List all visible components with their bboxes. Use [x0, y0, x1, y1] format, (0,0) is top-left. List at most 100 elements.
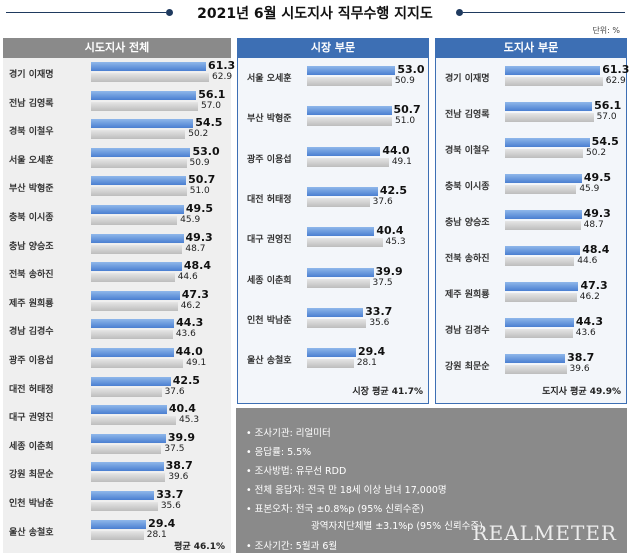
bar-may [91, 530, 144, 540]
data-label-may: 51.0 [395, 116, 416, 127]
data-label-june: 29.4 [358, 345, 386, 359]
bar-may [307, 238, 383, 248]
data-label-june: 44.0 [175, 345, 203, 358]
bar-may [505, 149, 583, 158]
data-label-june: 49.3 [583, 207, 611, 220]
chart-row: 제주 원희룡 47.3 46.2 [435, 279, 627, 306]
title-dot-left [166, 9, 173, 16]
panel-governors: 도지사 부문 도지사 평균 49.9% 경기 이재명 61.3 62.9 전남 김영록… [435, 38, 630, 404]
data-label-may: 50.2 [586, 148, 607, 158]
data-label-june: 33.7 [365, 304, 393, 318]
bar-may [91, 473, 166, 483]
category-label: 충북 이시종 [9, 213, 54, 223]
bar-june [91, 405, 167, 415]
chart-row: 전남 김영록 56.1 57.0 [3, 89, 231, 115]
data-label-june: 40.4 [376, 224, 404, 238]
bar-may [505, 293, 577, 302]
bar-may [505, 329, 573, 338]
category-label: 광주 이용섭 [9, 356, 54, 366]
bar-june [307, 66, 396, 75]
title-row: 2021년 6월 시도지사 직무수행 지지도 [0, 2, 630, 24]
category-label: 대구 권영진 [247, 235, 292, 246]
category-label: 세종 이춘희 [9, 441, 54, 452]
data-label-june: 54.5 [195, 116, 223, 130]
chart-row: 대구 권영진 40.4 45.3 [237, 224, 429, 251]
category-label: 경기 이재명 [9, 70, 54, 80]
category-label: 강원 최문순 [445, 362, 490, 372]
category-label: 부산 박형준 [9, 184, 54, 195]
category-label: 세종 이춘희 [247, 275, 292, 286]
bar-may [91, 416, 177, 426]
info-line: • 응답률: 5.5% [246, 447, 312, 458]
data-label-may: 35.6 [160, 501, 181, 511]
bar-june [307, 348, 356, 358]
bar-june [505, 246, 581, 255]
bar-may [91, 502, 158, 511]
info-line: • 전체 응답자: 전국 만 18세 이상 남녀 17,000명 [246, 485, 447, 496]
category-label: 울산 송철호 [247, 356, 292, 367]
data-label-may: 35.6 [369, 317, 390, 328]
data-label-june: 61.3 [602, 63, 630, 76]
data-label-may: 37.5 [164, 443, 185, 454]
bar-may [91, 187, 187, 197]
bar-june [91, 491, 155, 500]
bar-may [307, 278, 370, 288]
average-label: 도지사 평균 49.9% [542, 387, 621, 397]
data-label-june: 49.5 [185, 202, 214, 215]
bar-may [91, 158, 187, 168]
bar-june [91, 119, 194, 129]
chart-row: 서울 오세훈 53.0 50.9 [237, 63, 429, 90]
panel-header-all: 시도지사 전체 [3, 38, 231, 58]
chart-row: 대전 허태정 42.5 37.6 [3, 375, 231, 401]
category-label: 경기 이재명 [445, 74, 490, 84]
data-label-may: 37.6 [372, 196, 393, 207]
chart-row: 부산 박형준 50.7 51.0 [3, 174, 231, 200]
chart-row: 전남 김영록 56.1 57.0 [435, 100, 627, 126]
category-label: 부산 박형준 [247, 114, 292, 125]
data-label-june: 47.3 [181, 287, 209, 301]
chart-row: 전북 송하진 48.4 44.6 [3, 259, 231, 286]
bar-june [505, 210, 582, 219]
info-line: • 조사기관: 리얼미터 [246, 428, 331, 439]
bar-june [91, 433, 166, 443]
bar-june [505, 282, 579, 291]
category-label: 인천 박남춘 [247, 315, 292, 326]
bar-june [91, 519, 147, 529]
category-label: 제주 원희룡 [9, 298, 54, 309]
data-label-may: 62.9 [212, 72, 233, 82]
category-label: 경남 김경수 [9, 327, 54, 338]
bar-june [91, 62, 207, 71]
bar-may [505, 257, 575, 266]
bar-may [91, 101, 198, 111]
data-label-june: 39.9 [167, 430, 196, 444]
data-label-may: 51.0 [189, 186, 210, 197]
bar-may [91, 73, 210, 82]
data-label-june: 53.0 [192, 144, 220, 158]
chart-row: 인천 박남춘 33.7 35.6 [237, 304, 429, 332]
bar-june [91, 376, 171, 386]
data-label-june: 44.0 [382, 143, 410, 157]
survey-info-box: • 조사기관: 리얼미터 • 응답률: 5.5% • 조사방법: 유무선 RDD… [236, 408, 627, 553]
chart-row: 대구 권영진 40.4 45.3 [3, 403, 231, 429]
bar-may [307, 318, 367, 328]
category-label: 전남 김영록 [445, 110, 490, 120]
chart-row: 경남 김경수 44.3 43.6 [435, 316, 627, 342]
info-line: 광역자치단체별 ±3.1%p (95% 신뢰수준) [311, 521, 483, 532]
chart-row: 경기 이재명 61.3 62.9 [435, 63, 630, 90]
panel-mayors: 시장 부문 시장 평균 41.7% 서울 오세훈 53.0 50.9 부산 박형준 50… [237, 38, 429, 404]
bar-june [91, 233, 184, 243]
bar-june [307, 186, 378, 196]
data-label-june: 50.7 [393, 103, 421, 117]
bar-june [505, 66, 601, 75]
data-label-june: 47.3 [580, 279, 608, 292]
chart-row: 제주 원희룡 47.3 46.2 [3, 287, 231, 315]
data-label-may: 57.0 [596, 112, 617, 122]
data-label-june: 29.4 [148, 516, 176, 530]
chart-row: 대전 허태정 42.5 37.6 [237, 185, 429, 211]
data-label-june: 53.0 [397, 63, 425, 76]
bar-may [505, 77, 603, 86]
info-line: • 조사방법: 유무선 RDD [246, 466, 347, 477]
data-label-may: 28.1 [146, 529, 167, 540]
title-dot-right [456, 9, 463, 16]
data-label-june: 48.4 [183, 259, 211, 273]
